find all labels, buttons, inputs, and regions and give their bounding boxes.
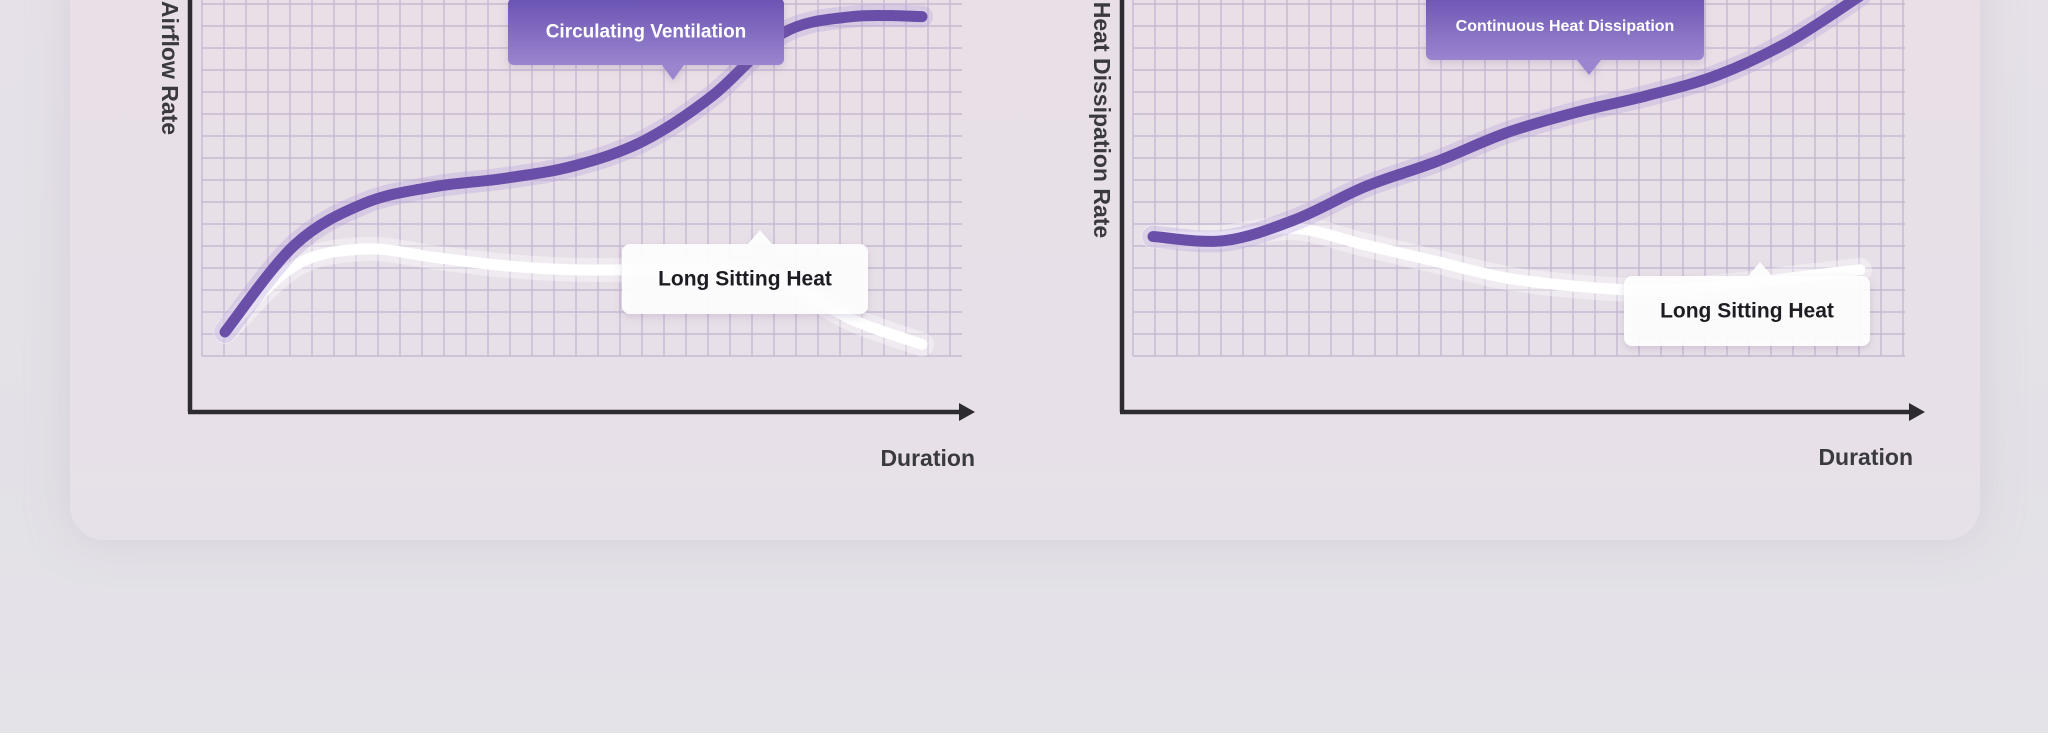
chart-1-annotation-1-text: Circulating Ventilation bbox=[546, 22, 747, 43]
chart-2-annotation-2-text: Long Sitting Heat bbox=[1660, 300, 1834, 323]
chart-2-y-axis-label: Heat Dissipation Rate bbox=[1089, 2, 1115, 238]
chart-1-annotation-2-text: Long Sitting Heat bbox=[658, 268, 832, 291]
bottom-strip bbox=[0, 733, 2048, 736]
chart-2-annotation-1: Continuous Heat Dissipation bbox=[1426, 0, 1704, 75]
chart-2-series-1-line bbox=[1147, 0, 1864, 247]
chart-1: Airflow Rate Duration Circulating Ventil… bbox=[157, 0, 975, 471]
chart-1-annotation-2: Long Sitting Heat bbox=[622, 230, 868, 314]
chart-1-series-1-line bbox=[219, 9, 928, 338]
chart-1-annotation-1: Circulating Ventilation bbox=[508, 0, 784, 80]
chart-2: Heat Dissipation Rate Duration Continuou… bbox=[1089, 0, 1925, 470]
chart-1-x-axis-label: Duration bbox=[880, 445, 975, 471]
chart-2-annotation-1-text: Continuous Heat Dissipation bbox=[1456, 18, 1675, 35]
chart-2-x-axis-arrow bbox=[1909, 403, 1925, 421]
chart-2-annotation-2: Long Sitting Heat bbox=[1624, 262, 1870, 346]
chart-1-grid bbox=[201, 0, 962, 357]
chart-1-y-axis-label: Airflow Rate bbox=[157, 1, 183, 135]
chart-2-x-axis-label: Duration bbox=[1818, 444, 1913, 470]
chart-1-x-axis-arrow bbox=[959, 403, 975, 421]
